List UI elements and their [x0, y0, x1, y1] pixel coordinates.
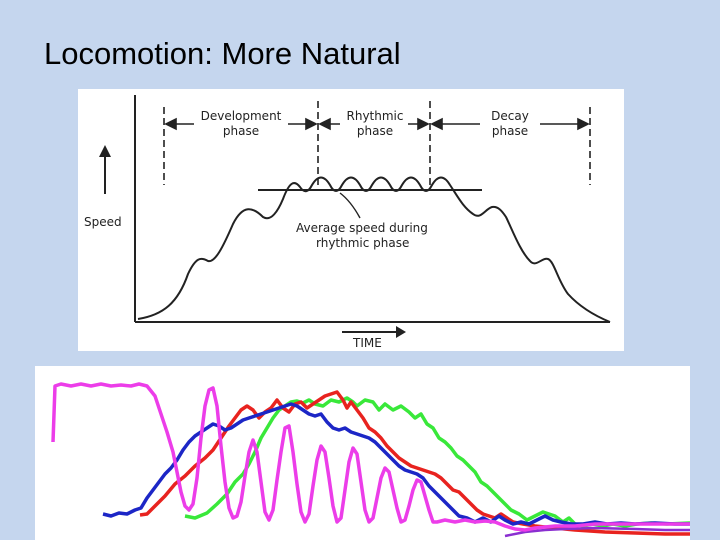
blue-trace: [102, 402, 690, 526]
phase-boundaries: [163, 101, 591, 185]
decay-right-arrowhead: [577, 117, 590, 131]
speed-label: Speed: [84, 215, 122, 229]
diagram-canvas: Speed TIME Development: [84, 95, 611, 350]
speed-traces-panel: [35, 366, 690, 540]
decay-phase-label: Decay: [491, 109, 529, 123]
average-speed-sublabel: rhythmic phase: [316, 236, 409, 250]
rhy-left-arrowhead: [318, 117, 331, 131]
average-label-pointer: [339, 192, 361, 219]
time-label: TIME: [352, 336, 382, 350]
development-phase-sublabel: phase: [223, 124, 259, 138]
decay-left-arrowhead: [430, 117, 443, 131]
development-phase-label: Development: [201, 109, 282, 123]
decay-phase-sublabel: phase: [492, 124, 528, 138]
traces-canvas: [51, 382, 690, 538]
rhy-right-arrowhead: [417, 117, 430, 131]
slide-title: Locomotion: More Natural: [44, 36, 401, 71]
speed-arrowhead: [99, 145, 111, 157]
rhythmic-phase-sublabel: phase: [357, 124, 393, 138]
speed-curve: [137, 176, 611, 323]
rhythmic-phase-label: Rhythmic: [347, 109, 404, 123]
speed-phase-diagram: Speed TIME Development: [78, 89, 624, 351]
dev-left-arrowhead: [164, 117, 177, 131]
time-arrowhead: [396, 326, 406, 338]
dev-right-arrowhead: [305, 117, 318, 131]
purple-trace: [504, 526, 690, 538]
phase-span-arrows: [164, 117, 590, 131]
magenta-trace: [51, 382, 690, 532]
average-speed-label: Average speed during: [296, 221, 428, 235]
